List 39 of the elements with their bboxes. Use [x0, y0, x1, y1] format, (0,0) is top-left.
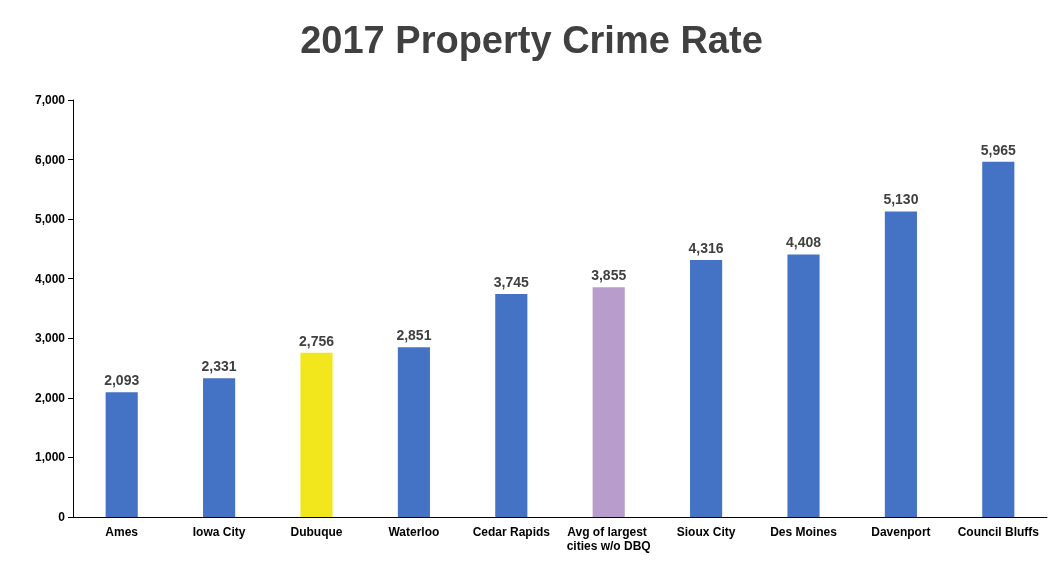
bar: [884, 211, 917, 517]
y-tick-label: 1,000: [34, 450, 66, 465]
y-tick-label: 0: [58, 510, 66, 524]
data-label: 4,316: [688, 239, 724, 256]
y-tick-label: 7,000: [34, 93, 66, 107]
data-label: 5,130: [883, 191, 919, 208]
y-tick-label: 2,000: [34, 390, 66, 405]
bar: [300, 352, 333, 517]
data-label: 3,745: [493, 273, 530, 290]
data-label: 2,093: [104, 372, 140, 389]
bar: [203, 378, 236, 517]
y-tick-label: 4,000: [34, 271, 66, 286]
bar: [690, 259, 723, 517]
x-tick-label: Sioux City: [676, 525, 736, 539]
x-tick-label: Des Moines: [770, 525, 838, 539]
bar: [982, 161, 1015, 517]
x-tick-label: Avg of largest cities w/o DBQ: [566, 525, 651, 553]
bar: [787, 254, 820, 517]
bar: [495, 293, 528, 517]
x-tick-label: Dubuque: [290, 525, 343, 539]
data-label: 4,408: [785, 234, 822, 251]
x-tick-label: Ames: [105, 525, 139, 539]
data-label: 5,965: [980, 141, 1017, 158]
bar: [592, 287, 625, 517]
y-tick-label: 6,000: [34, 152, 66, 167]
data-label: 2,331: [201, 358, 237, 375]
x-tick-label: Waterloo: [388, 525, 440, 539]
bar: [105, 392, 138, 517]
bar: [397, 347, 430, 517]
data-label: 3,855: [591, 267, 627, 284]
x-tick-label: Cedar Rapids: [472, 525, 551, 539]
x-tick-label: Iowa City: [192, 525, 246, 539]
data-label: 2,851: [396, 327, 432, 344]
x-tick-label: Davenport: [871, 525, 931, 539]
y-tick-label: 5,000: [34, 212, 66, 227]
data-label: 2,756: [298, 332, 335, 349]
y-tick-label: 3,000: [34, 331, 66, 346]
x-tick-label: Council Bluffs: [957, 525, 1040, 539]
chart-title: 2017 Property Crime Rate: [300, 19, 763, 61]
